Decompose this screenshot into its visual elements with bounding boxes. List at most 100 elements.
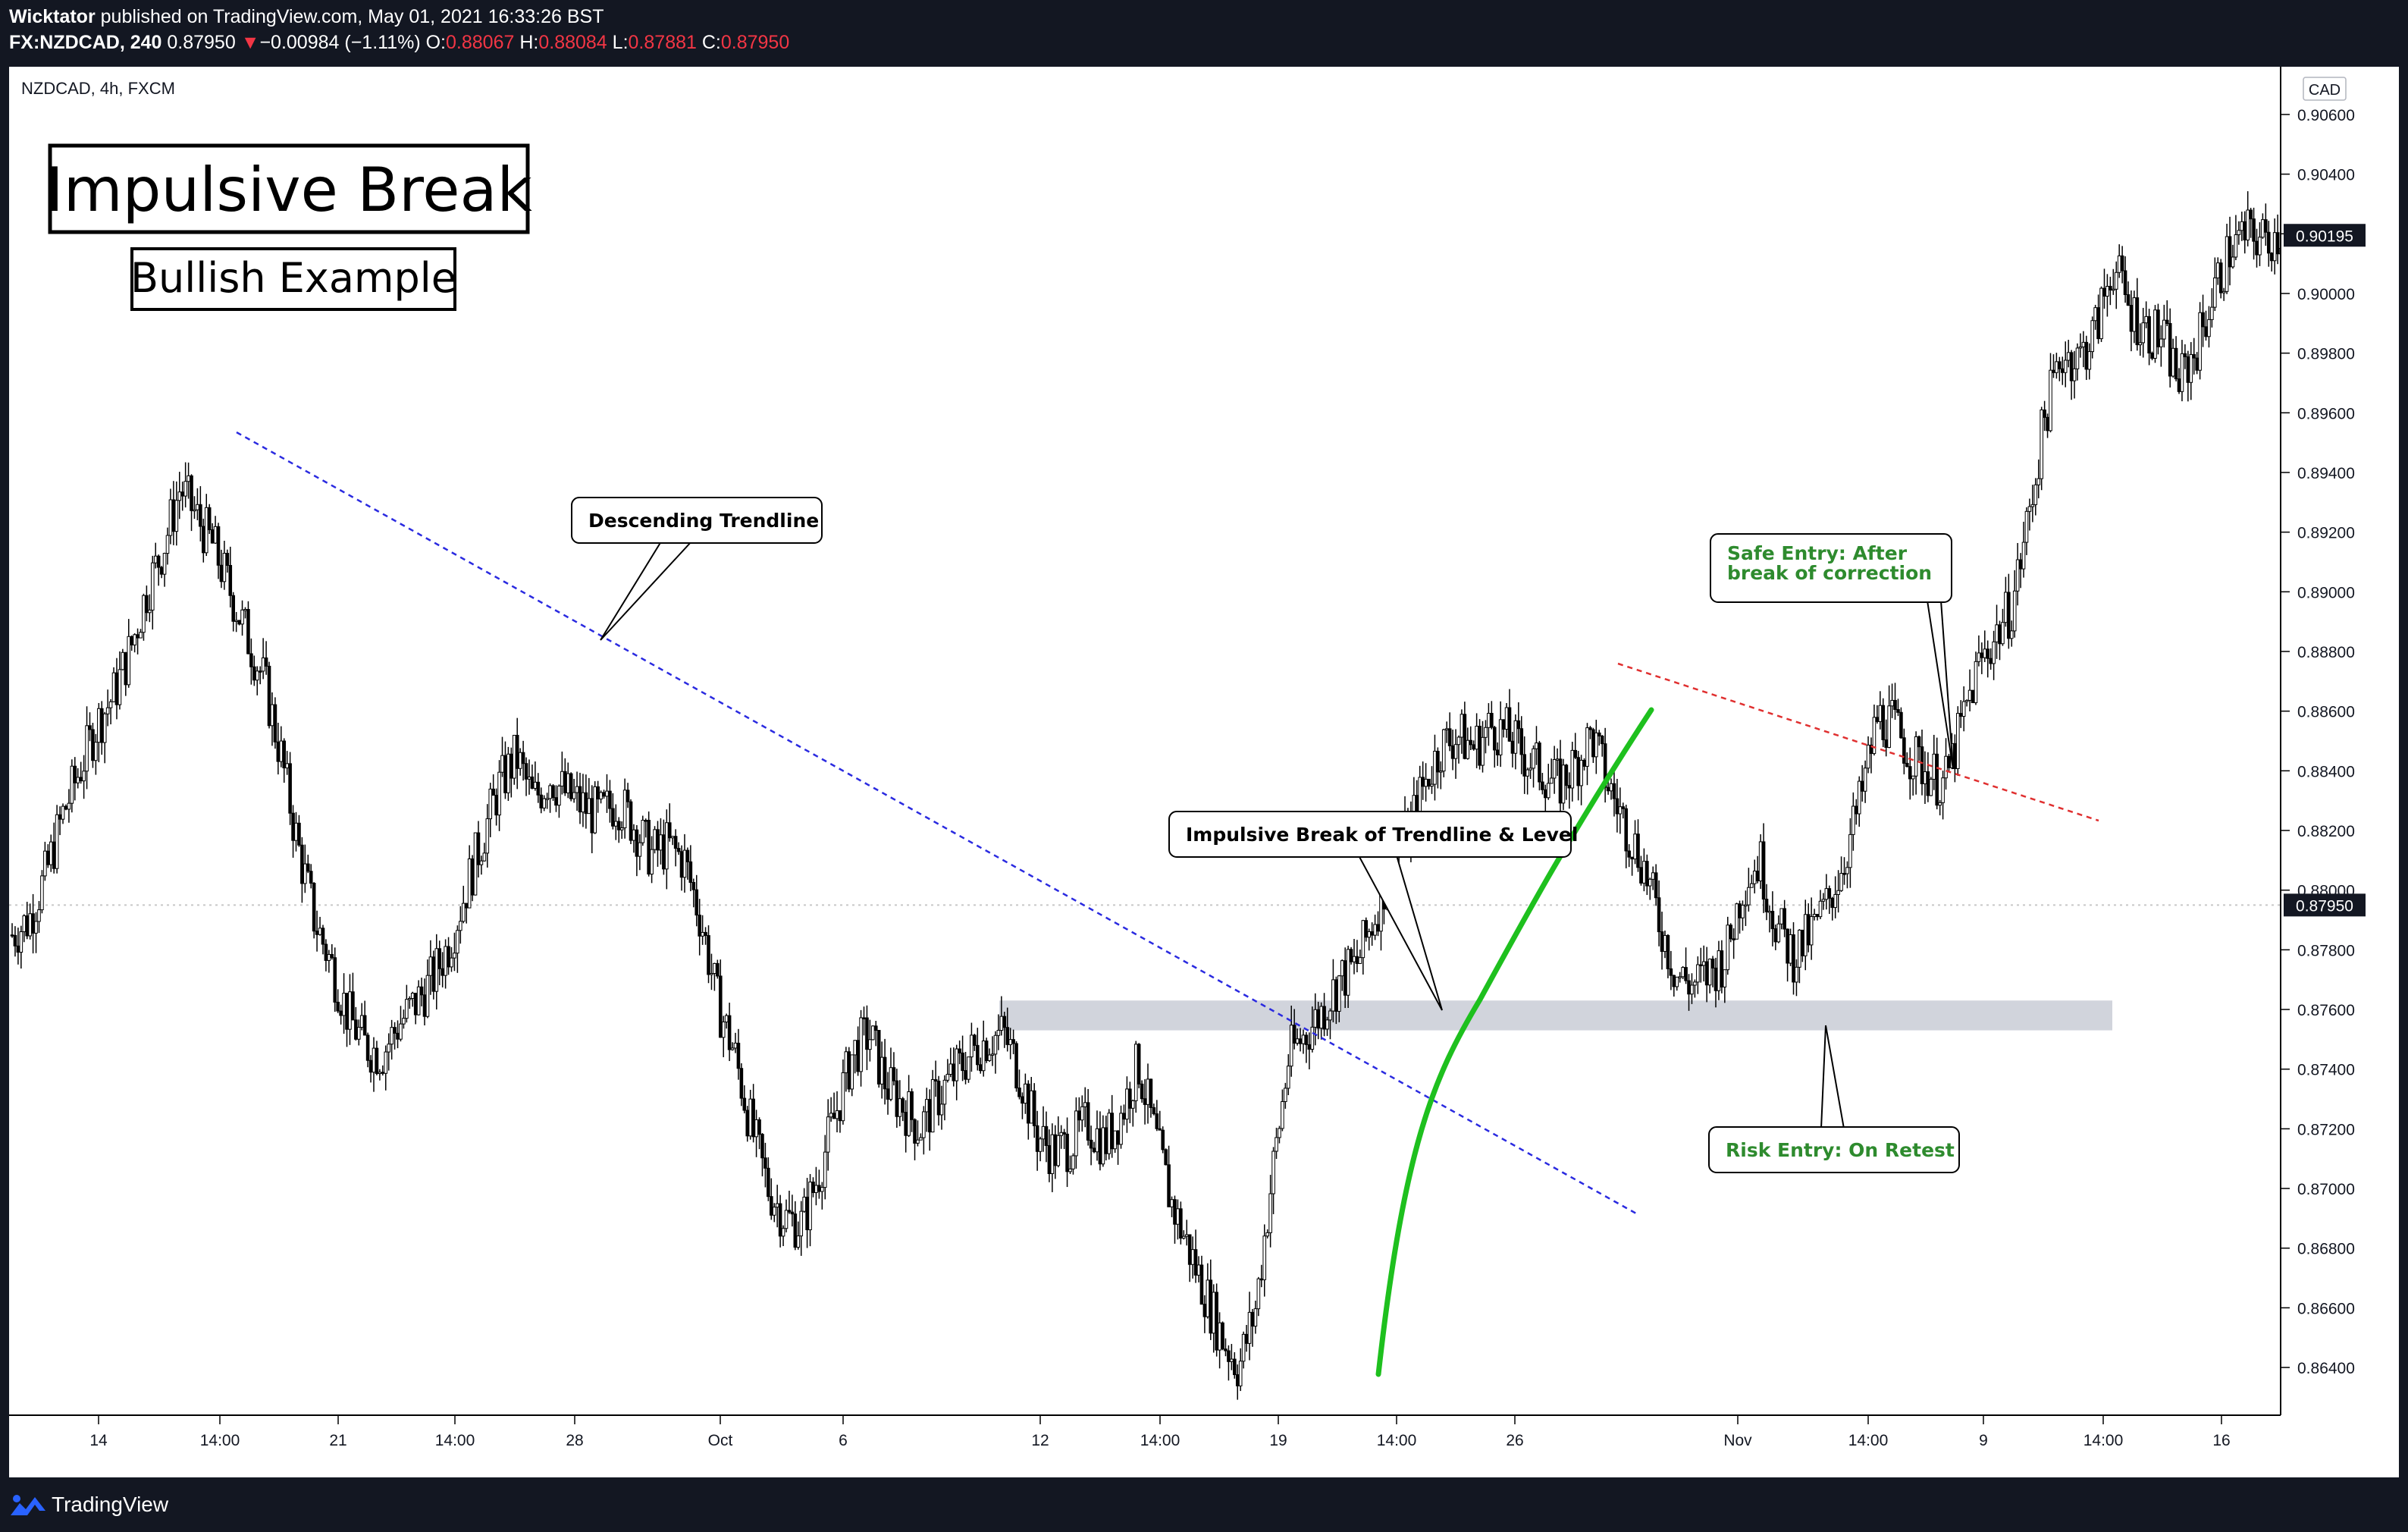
candle-body [1758, 841, 1763, 882]
candle-body [999, 1016, 1004, 1031]
candle-body [1696, 964, 1700, 983]
candle-body [1863, 768, 1867, 792]
time-tick-label: 14:00 [435, 1432, 475, 1449]
candle-body [1908, 766, 1912, 780]
candle-body [691, 882, 696, 890]
candle-body [321, 928, 325, 945]
chart-area[interactable]: 0.906000.904000.902000.900000.898000.896… [9, 67, 2399, 1477]
candle-body [515, 734, 519, 769]
candle-body [769, 1196, 773, 1216]
candle-body [491, 788, 495, 796]
candle-body [1603, 743, 1607, 788]
callout-safe-entry-box [1710, 533, 1952, 603]
candle-body [124, 651, 128, 686]
candle-body [656, 829, 660, 851]
candle-body [967, 1056, 970, 1080]
candle-body [2228, 236, 2232, 268]
candle-body [1167, 1164, 1171, 1207]
candle-body [1337, 975, 1341, 1012]
candle-body [581, 792, 585, 813]
candle-body [736, 1042, 741, 1069]
callout-descending-text: Descending Trendline [588, 510, 819, 532]
candle-body [772, 1207, 776, 1216]
candle-body [512, 734, 516, 779]
candle-body [1247, 1311, 1252, 1344]
candle-body [1463, 714, 1467, 759]
candle-body [201, 526, 205, 554]
candle-body [10, 934, 14, 937]
candle-body [1654, 872, 1658, 899]
candle-body [148, 609, 152, 614]
candle-body [1492, 727, 1497, 751]
candle-body [1044, 1125, 1049, 1146]
callout-safe-entry-text: Safe Entry: After [1727, 542, 1908, 564]
candle-body [644, 819, 648, 822]
candle-body [174, 500, 179, 532]
candle-body [1698, 964, 1703, 966]
candle-body [1298, 1038, 1303, 1044]
time-tick-label: 6 [839, 1432, 848, 1449]
candle-body [1651, 872, 1655, 880]
candle-body [2165, 319, 2169, 325]
candle-body [2081, 341, 2086, 347]
candle-body [2120, 255, 2124, 272]
candle-body [85, 725, 89, 772]
low-value: 0.87881 [628, 32, 697, 53]
author-name[interactable]: Wicktator [9, 6, 96, 27]
candle-body [1666, 934, 1670, 969]
candle-body [315, 931, 319, 935]
tradingview-logo-icon[interactable] [9, 1490, 47, 1520]
candle-body [2030, 504, 2035, 507]
candlestick-chart[interactable]: 0.906000.904000.902000.900000.898000.896… [9, 67, 2399, 1477]
candle-body [1456, 736, 1461, 746]
candle-body [1155, 1113, 1159, 1129]
support-zone [999, 1000, 2112, 1031]
candle-body [710, 973, 713, 975]
candle-body [111, 672, 116, 702]
candle-body [1104, 1127, 1108, 1154]
candle-body [1789, 934, 1792, 964]
candle-body [1961, 701, 1966, 717]
price-tick-label: 0.88600 [2297, 704, 2355, 721]
candle-body [2183, 353, 2187, 357]
candle-body [2266, 231, 2271, 254]
candle-body [1021, 1096, 1024, 1104]
candle-body [2218, 262, 2223, 294]
candle-body [396, 1032, 400, 1040]
candle-body [778, 1203, 782, 1237]
candle-body [2007, 592, 2011, 639]
candle-body [641, 819, 645, 843]
candle-body [1792, 934, 1795, 983]
candle-body [865, 1017, 869, 1050]
candle-body [145, 595, 149, 614]
candle-body [760, 1134, 764, 1159]
candle-body [608, 790, 612, 809]
footer-brand[interactable]: TradingView [52, 1493, 169, 1516]
candle-body [1182, 1235, 1186, 1239]
candle-body [653, 829, 657, 850]
candle-body [408, 997, 412, 1000]
candle-body [447, 946, 450, 968]
candle-body [832, 1113, 836, 1119]
candle-body [913, 1119, 917, 1144]
candle-body [2112, 288, 2115, 291]
candle-body [1475, 726, 1478, 750]
candle-body [2102, 287, 2106, 297]
candle-body [895, 1080, 899, 1117]
candle-body [136, 634, 140, 639]
candle-body [102, 713, 107, 743]
candle-body [1268, 1193, 1272, 1233]
candle-body [1941, 777, 1945, 803]
candle-body [500, 755, 504, 773]
candle-body [1218, 1322, 1221, 1351]
callout-risk-entry: Risk Entry: On Retest [1708, 1025, 1960, 1173]
candle-body [243, 609, 247, 611]
price-tick-label: 0.87800 [2297, 942, 2355, 959]
candle-body [2001, 622, 2005, 645]
candle-body [1128, 1088, 1132, 1109]
candle-body [1558, 758, 1563, 804]
candle-body [1193, 1249, 1198, 1276]
candle-body [1161, 1129, 1165, 1151]
candle-body [1507, 707, 1512, 742]
candle-body [1074, 1110, 1078, 1157]
